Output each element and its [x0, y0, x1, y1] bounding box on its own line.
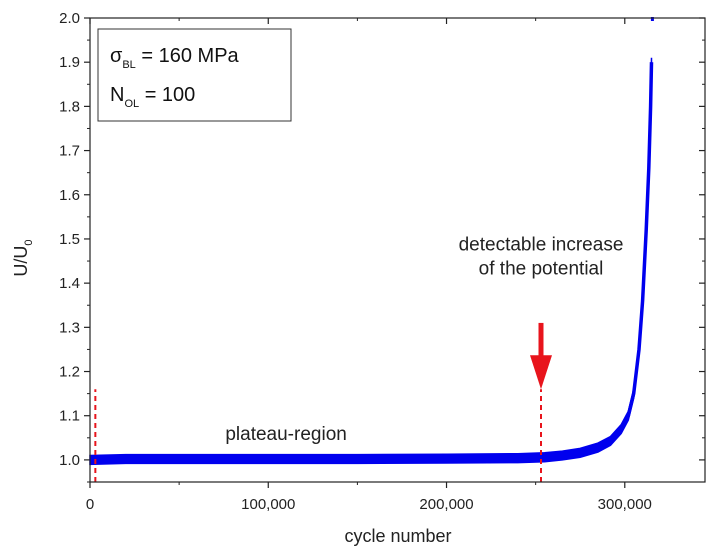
x-tick-label: 0 — [86, 496, 94, 513]
outlier-point — [650, 17, 654, 21]
y-tick-label: 1.5 — [59, 231, 80, 248]
annotation-layer: detectable increase of the potential plate… — [225, 234, 623, 445]
data-layer — [89, 17, 654, 482]
plot-area-frame — [89, 17, 706, 483]
y-tick-label: 1.8 — [59, 98, 80, 115]
y-tick-label: 2.0 — [59, 10, 80, 27]
legend-frame — [97, 28, 292, 122]
annotation-text: detectable increase of the potential — [459, 234, 624, 279]
y-tick-label: 1.4 — [59, 275, 80, 292]
y-tick-label: 1.2 — [59, 364, 80, 381]
y-tick-label: 1.1 — [59, 408, 80, 425]
y-tick-label: 1.7 — [59, 143, 80, 160]
series-line — [89, 62, 654, 462]
tick-layer: 1.0 1.1 1.2 1.3 1.4 1.5 1.6 1.7 1.8 1.9 2.0 0 100,00… — [59, 10, 705, 513]
x-tick-label: 100,000 — [241, 496, 295, 513]
annotation-text: plateau-region — [225, 424, 346, 445]
x-tick-label: 200,000 — [419, 496, 473, 513]
legend-entry-1: NOL = 100 — [110, 84, 195, 110]
y-axis-title: U/U0 — [11, 239, 35, 276]
y-tick-label: 1.6 — [59, 187, 80, 204]
y-tick-label: 1.9 — [59, 54, 80, 71]
legend-box: σBL = 160 MPa NOL = 100 — [97, 28, 292, 122]
legend-entry-0: σBL = 160 MPa — [110, 45, 240, 71]
svg-text:U/U0: U/U0 — [11, 239, 35, 276]
x-axis-title: cycle number — [344, 526, 451, 546]
arrow-head — [530, 355, 552, 390]
y-tick-label: 1.3 — [59, 319, 80, 336]
y-tick-label: 1.0 — [59, 452, 80, 469]
x-tick-label: 300,000 — [598, 496, 652, 513]
